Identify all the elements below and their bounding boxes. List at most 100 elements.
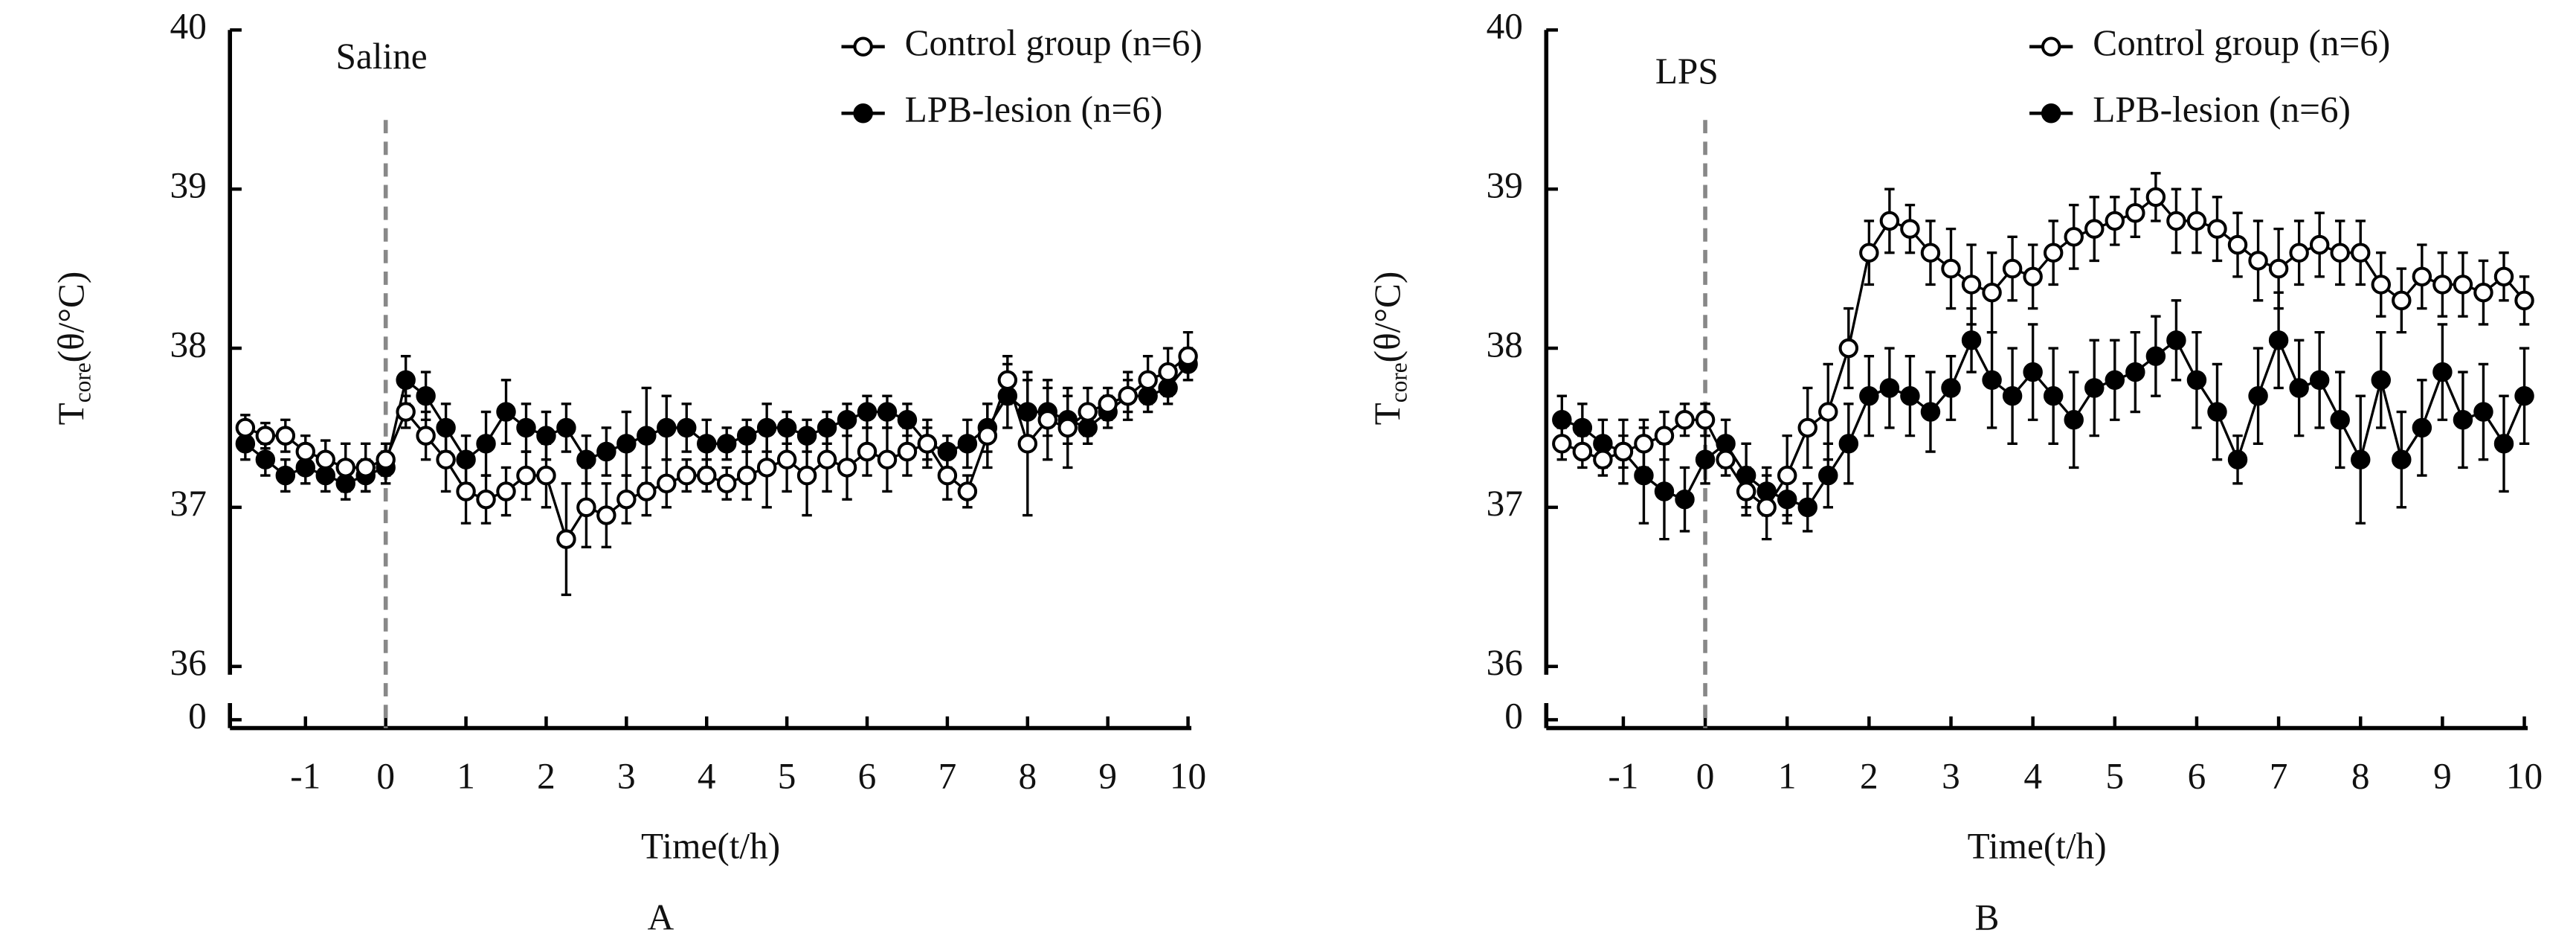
data-point [2514, 385, 2534, 406]
data-point [1572, 417, 1593, 438]
data-point [396, 402, 416, 422]
data-point [1777, 465, 1797, 486]
data-point [1178, 346, 1198, 366]
data-point [2064, 227, 2084, 247]
data-point [2330, 243, 2350, 263]
data-point [616, 489, 637, 510]
x-tick-label: 7 [2270, 755, 2288, 796]
data-point [1838, 338, 1859, 359]
data-point [295, 441, 316, 462]
data-point [1572, 441, 1593, 462]
x-tick-label: 5 [2105, 755, 2124, 796]
x-tick-label: 10 [1170, 755, 1206, 796]
data-point [1695, 449, 1716, 469]
data-point [1017, 434, 1038, 454]
x-tick-label: 4 [2023, 755, 2042, 796]
data-point [796, 465, 817, 486]
data-point [2248, 251, 2268, 271]
data-point [1920, 243, 1941, 263]
legend-label: Control group (n=6) [905, 22, 1202, 63]
data-point [1797, 497, 1817, 518]
data-point [1675, 489, 1695, 510]
data-point [596, 505, 616, 525]
data-point [2289, 243, 2309, 263]
data-point [1552, 434, 1572, 454]
x-tick-label: 1 [1778, 755, 1797, 796]
data-point [1736, 481, 1756, 501]
data-point [1859, 385, 1879, 406]
data-point [2412, 266, 2432, 286]
data-point [2023, 362, 2043, 382]
data-point [817, 449, 837, 469]
data-point [716, 434, 737, 454]
annotation: LPS [1655, 51, 1719, 92]
data-point [2105, 370, 2125, 390]
data-point [616, 434, 637, 454]
data-point [1982, 282, 2002, 303]
data-point [1818, 465, 1838, 486]
data-point [2392, 449, 2412, 469]
x-tick-label: 0 [376, 755, 395, 796]
data-point [677, 417, 697, 438]
data-point [2227, 234, 2248, 255]
y-axis-label: Tcore(θ/°C) [1367, 272, 1411, 426]
panel: 0 36 37 38 39 40 -1 0 1 2 3 4 5 6 7 8 9 10 Time(t/h) A Tcore… [51, 6, 1206, 933]
data-point [1158, 362, 1178, 382]
data-point [2268, 258, 2289, 279]
data-point [556, 529, 576, 549]
data-point [1879, 211, 1900, 231]
data-point [2043, 243, 2064, 263]
data-point [2186, 211, 2207, 231]
y-tick-label: 0 [1504, 696, 1523, 737]
data-point [2412, 417, 2432, 438]
x-tick-label: 4 [698, 755, 716, 796]
data-point [677, 465, 697, 486]
data-point [857, 441, 878, 462]
data-point [1057, 417, 1078, 438]
data-point [1634, 434, 1654, 454]
x-tick-label: 10 [2506, 755, 2543, 796]
y-tick-label: 36 [170, 642, 207, 683]
data-point [1675, 410, 1695, 430]
x-tick-label: 3 [1942, 755, 1960, 796]
data-point [997, 370, 1018, 390]
data-point [2268, 330, 2289, 350]
y-axis-label-part: core [69, 362, 95, 403]
data-point [897, 410, 918, 430]
x-tick-label: 1 [457, 755, 475, 796]
data-point [596, 441, 616, 462]
data-point [2084, 219, 2105, 239]
data-point [1961, 330, 1982, 350]
legend-marker [853, 103, 873, 124]
data-point [2166, 330, 2186, 350]
data-point [1613, 441, 1634, 462]
data-point [556, 417, 576, 438]
data-point [1695, 410, 1716, 430]
data-point [2023, 266, 2043, 286]
x-tick-label: 6 [858, 755, 877, 796]
data-point [355, 458, 376, 478]
data-point [516, 465, 536, 486]
y-tick-label: 39 [170, 164, 207, 205]
y-tick-label: 37 [170, 483, 207, 524]
data-point [1941, 378, 1961, 398]
data-point [576, 449, 596, 469]
data-point [1920, 402, 1941, 422]
data-point [837, 410, 857, 430]
data-point [697, 465, 717, 486]
panel-label: A [648, 897, 674, 933]
data-point [1797, 417, 1817, 438]
panel: 0 36 37 38 39 40 -1 0 1 2 3 4 5 6 7 8 9 10 Time(t/h) B Tcore… [1367, 6, 2543, 933]
data-point [1982, 370, 2002, 390]
data-point [315, 449, 335, 469]
data-point [1838, 434, 1859, 454]
x-tick-label: -1 [1608, 755, 1638, 796]
data-point [1961, 275, 1982, 295]
data-point [897, 441, 918, 462]
data-point [2493, 266, 2514, 286]
y-axis-label-part: core [1386, 362, 1412, 403]
data-point [335, 458, 355, 478]
x-tick-label: 9 [1098, 755, 1117, 796]
data-point [2064, 410, 2084, 430]
data-point [255, 426, 276, 446]
